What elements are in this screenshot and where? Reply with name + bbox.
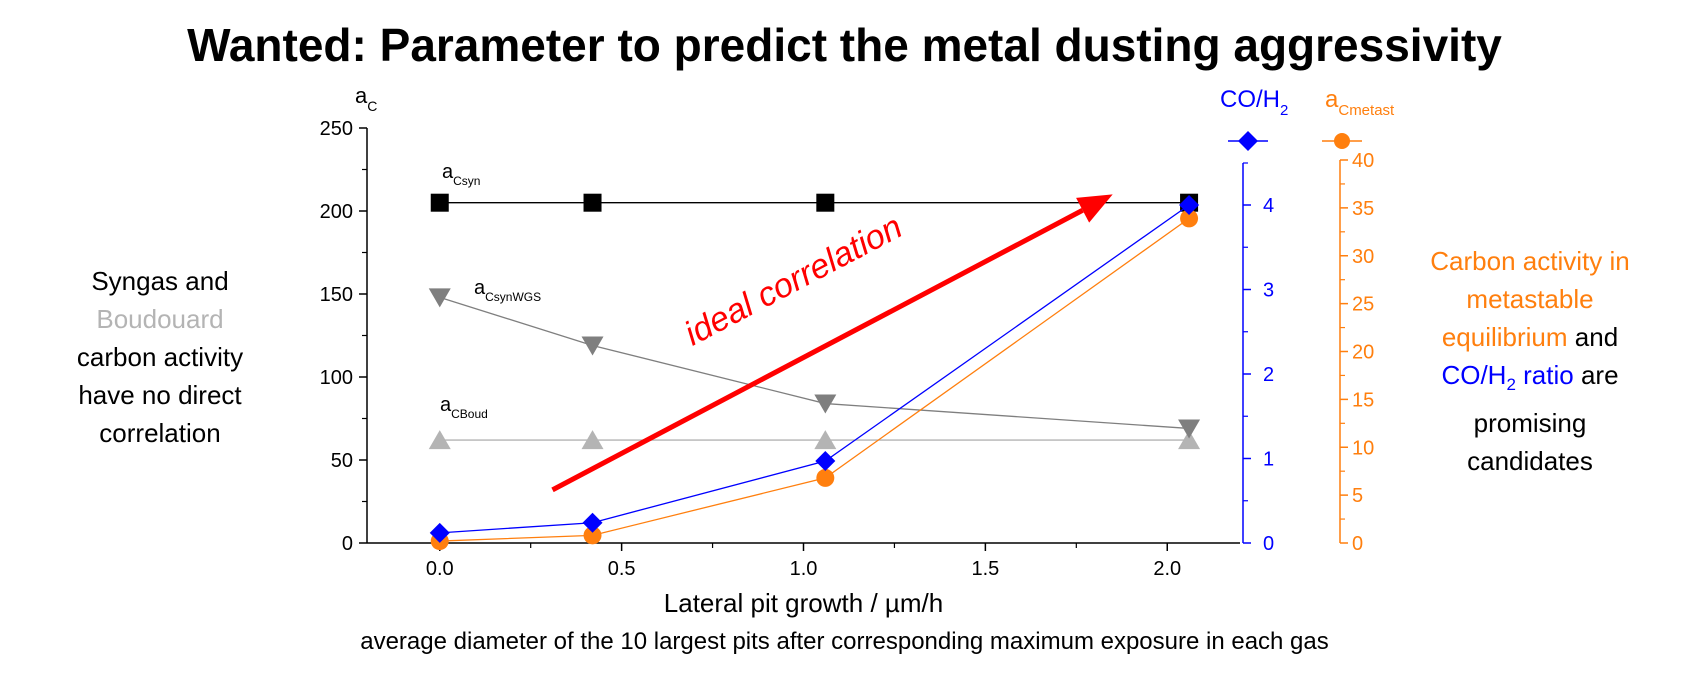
series-label-acboud: aCBoud — [440, 394, 488, 421]
x-tick-label: 1.5 — [971, 558, 999, 580]
right-note-equilibrium: equilibrium — [1441, 322, 1568, 352]
series-marker-acsyn — [583, 193, 602, 212]
series-label-acsyn-sub: Csyn — [453, 174, 480, 188]
legend-orange-circle — [1334, 133, 1350, 149]
series-label-acsynwgs: aCsynWGS — [474, 277, 541, 304]
left-note-line: correlation — [99, 418, 221, 448]
right-note-line: candidates — [1467, 446, 1593, 477]
y-blue-tick-label: 0 — [1263, 533, 1274, 555]
series-marker-coh2 — [582, 512, 603, 533]
y-left-tick-label: 100 — [320, 367, 353, 389]
y-left-label: aC — [355, 83, 377, 114]
series-marker-acsynwgs — [814, 394, 837, 414]
left-note-line: carbon activity — [76, 342, 244, 372]
series-marker-acmetast — [583, 526, 602, 545]
series-label-acboud-main: a — [440, 394, 452, 416]
y-orange-tick-label: 35 — [1352, 198, 1374, 220]
y-orange-label-main: a — [1325, 86, 1339, 113]
y-blue-tick-label: 1 — [1263, 449, 1274, 471]
series-marker-coh2 — [429, 522, 450, 543]
series-marker-acmetast — [816, 468, 835, 487]
series-marker-acboud — [581, 430, 604, 450]
y-orange-tick-label: 10 — [1352, 437, 1374, 459]
series-label-acsynwgs-main: a — [474, 277, 486, 299]
y-orange-tick-label: 5 — [1352, 485, 1363, 507]
ideal-correlation-arrowhead — [1076, 194, 1113, 223]
series-marker-acboud — [428, 430, 451, 450]
right-note-and: and — [1567, 322, 1619, 352]
series-line-coh2 — [439, 204, 1190, 534]
right-note-are: are — [1573, 360, 1619, 390]
y-orange-tick-label: 0 — [1352, 533, 1363, 555]
series-label-acsyn: aCsyn — [442, 161, 480, 188]
series-label-acboud-sub: CBoud — [451, 407, 488, 421]
x-axis-label: Lateral pit growth / µm/h — [664, 588, 943, 618]
series-marker-coh2 — [1179, 195, 1200, 215]
left-note-line: have no direct — [78, 380, 242, 410]
series-marker-coh2 — [815, 451, 836, 472]
x-tick-label: 0.0 — [426, 558, 454, 580]
series-marker-acsynwgs — [1178, 419, 1201, 439]
y-blue-label-sub: 2 — [1280, 102, 1288, 119]
x-tick-label: 1.0 — [790, 558, 818, 580]
y-left-tick-label: 0 — [342, 533, 353, 555]
y-orange-label: aCmetast — [1325, 86, 1395, 119]
y-blue-tick-label: 4 — [1263, 195, 1274, 217]
ideal-correlation-label: ideal correlation — [678, 208, 908, 354]
right-note: Carbon activity in metastable equilibriu… — [1385, 242, 1675, 480]
y-left-tick-label: 200 — [320, 201, 353, 223]
x-tick-label: 0.5 — [608, 558, 636, 580]
right-note-coh2: CO/H — [1441, 360, 1507, 390]
series-marker-acmetast — [1180, 209, 1199, 228]
slide-title: Wanted: Parameter to predict the metal d… — [187, 19, 1502, 71]
ideal-correlation-arrow — [551, 208, 1084, 493]
y-left-tick-label: 150 — [320, 284, 353, 306]
right-note-ratio: ratio — [1515, 360, 1574, 390]
series-line-acsynwgs — [439, 296, 1190, 430]
right-note-coh2-sub: 2 — [1506, 375, 1516, 395]
x-tick-label: 2.0 — [1153, 558, 1181, 580]
y-blue-label-main: CO/H — [1220, 86, 1280, 113]
right-note-line: Carbon activity in — [1430, 246, 1630, 276]
y-orange-label-sub: Cmetast — [1338, 102, 1395, 119]
chart-caption: average diameter of the 10 largest pits … — [360, 628, 1329, 655]
series-marker-acboud — [814, 430, 837, 450]
right-note-line: metastable — [1466, 284, 1594, 314]
left-note-line: Syngas and — [91, 266, 229, 296]
y-orange-tick-label: 20 — [1352, 342, 1374, 364]
y-blue-tick-label: 3 — [1263, 280, 1274, 302]
left-note-line-boudouard: Boudouard — [96, 304, 224, 334]
y-blue-label: CO/H2 — [1220, 86, 1288, 119]
series-label-acsyn-main: a — [442, 161, 454, 183]
y-orange-tick-label: 15 — [1352, 389, 1374, 411]
legend-blue-diamond — [1238, 131, 1258, 151]
series-marker-acsyn — [430, 193, 449, 212]
series-marker-acsyn — [816, 193, 835, 212]
right-note-line: CO/H2 ratio are — [1385, 356, 1675, 404]
y-orange-tick-label: 25 — [1352, 294, 1374, 316]
right-note-line: equilibrium and — [1385, 318, 1675, 356]
y-orange-tick-label: 30 — [1352, 246, 1374, 268]
series-line-acmetast — [439, 217, 1190, 542]
right-note-line: promising — [1473, 408, 1587, 439]
y-blue-tick-label: 2 — [1263, 364, 1274, 386]
y-left-label-sub: C — [367, 98, 377, 114]
series-label-acsynwgs-sub: CsynWGS — [485, 290, 541, 304]
series-marker-acsynwgs — [581, 336, 604, 356]
y-left-label-main: a — [355, 83, 368, 108]
series-marker-acsynwgs — [428, 288, 451, 308]
y-orange-tick-label: 40 — [1352, 150, 1374, 172]
left-note: Syngas and Boudouard carbon activity hav… — [40, 262, 280, 452]
y-left-tick-label: 50 — [331, 450, 353, 472]
y-left-tick-label: 250 — [320, 118, 353, 140]
series-marker-acboud — [1178, 430, 1201, 450]
